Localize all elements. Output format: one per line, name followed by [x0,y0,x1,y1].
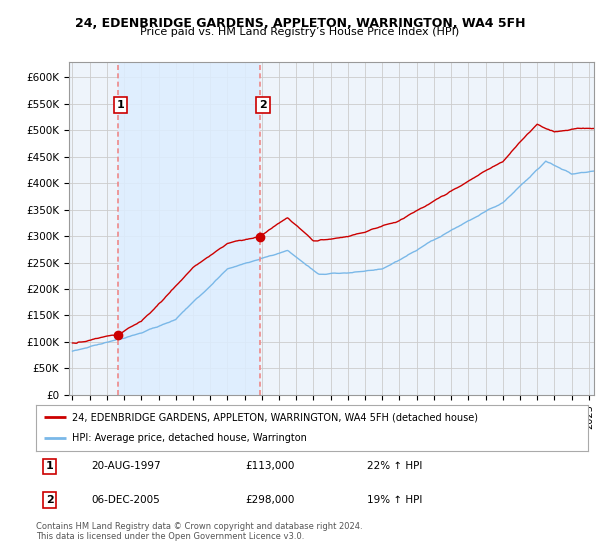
Text: 1: 1 [46,461,53,472]
Text: £298,000: £298,000 [246,495,295,505]
Text: 1: 1 [116,100,124,110]
Text: 24, EDENBRIDGE GARDENS, APPLETON, WARRINGTON, WA4 5FH (detached house): 24, EDENBRIDGE GARDENS, APPLETON, WARRIN… [72,412,478,422]
Text: HPI: Average price, detached house, Warrington: HPI: Average price, detached house, Warr… [72,433,307,444]
Text: 24, EDENBRIDGE GARDENS, APPLETON, WARRINGTON, WA4 5FH: 24, EDENBRIDGE GARDENS, APPLETON, WARRIN… [75,17,525,30]
Text: 22% ↑ HPI: 22% ↑ HPI [367,461,422,472]
Text: £113,000: £113,000 [246,461,295,472]
Text: Contains HM Land Registry data © Crown copyright and database right 2024.
This d: Contains HM Land Registry data © Crown c… [36,522,362,542]
Text: 06-DEC-2005: 06-DEC-2005 [91,495,160,505]
Text: 2: 2 [259,100,267,110]
Text: Price paid vs. HM Land Registry’s House Price Index (HPI): Price paid vs. HM Land Registry’s House … [140,27,460,37]
Bar [118,62,260,395]
Text: 20-AUG-1997: 20-AUG-1997 [91,461,161,472]
Text: 19% ↑ HPI: 19% ↑ HPI [367,495,422,505]
Text: 2: 2 [46,495,53,505]
